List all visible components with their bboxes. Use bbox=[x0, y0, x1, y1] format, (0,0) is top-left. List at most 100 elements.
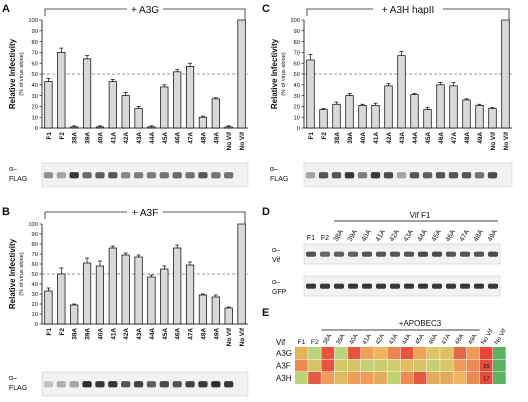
lane-label: 38A bbox=[333, 228, 345, 243]
bar bbox=[57, 52, 66, 129]
y-tick-label: 100 bbox=[28, 18, 38, 24]
x-tick-label: No Vif bbox=[226, 131, 233, 150]
blot-band bbox=[370, 172, 381, 179]
heatmap-cell bbox=[308, 359, 321, 372]
x-tick-label: 40A bbox=[97, 132, 104, 144]
heatmap-cell bbox=[479, 359, 493, 372]
y-tick-label: 70 bbox=[294, 51, 300, 57]
blot-band bbox=[474, 172, 485, 179]
blot-band bbox=[417, 251, 429, 257]
panel-d: D Vif F1 F1 F2 38A 39A 40A 41A 42A 43A 44A 45A 46A 47… bbox=[262, 206, 501, 297]
blot-band bbox=[185, 381, 195, 388]
heatmap-cell bbox=[347, 359, 361, 372]
y-tick-label: 50 bbox=[294, 72, 300, 78]
blot-band bbox=[389, 283, 401, 289]
heatmap-cell bbox=[466, 347, 480, 359]
blot-band bbox=[121, 172, 131, 179]
blot-band bbox=[431, 251, 443, 257]
heatmap-column-label: 45A bbox=[414, 332, 426, 346]
bar bbox=[108, 81, 117, 129]
lane-label: 43A bbox=[403, 228, 415, 243]
x-tick-label: 43A bbox=[136, 132, 143, 144]
blot-band bbox=[396, 172, 407, 179]
heatmap-column-label: 42A bbox=[374, 332, 386, 346]
bar bbox=[371, 104, 380, 129]
bar bbox=[198, 294, 208, 325]
blot-band bbox=[459, 251, 471, 257]
heatmap-cell bbox=[453, 359, 467, 372]
heatmap-column-label: 46A bbox=[427, 332, 439, 346]
bar bbox=[147, 276, 156, 325]
x-tick-label: 44A bbox=[149, 328, 156, 340]
x-tick-label: 49A bbox=[213, 328, 220, 340]
bar bbox=[57, 273, 66, 325]
western-blot bbox=[303, 275, 501, 297]
y-tick-label: 10 bbox=[294, 115, 300, 121]
panel-letter: A bbox=[2, 3, 10, 15]
x-tick-label: 41A bbox=[110, 328, 117, 340]
blot-band bbox=[305, 251, 317, 257]
x-tick-label: F1 bbox=[46, 132, 53, 140]
blot-band bbox=[431, 283, 443, 289]
blot-band bbox=[347, 251, 359, 257]
bar bbox=[211, 98, 220, 129]
vif-group-header: Vif F1 bbox=[410, 211, 431, 220]
bar bbox=[501, 19, 510, 129]
heatmap-cell bbox=[347, 347, 361, 359]
blot-antibody-prefix: α– bbox=[272, 279, 280, 286]
blot-band bbox=[375, 283, 387, 289]
blot-band bbox=[448, 172, 459, 179]
blot-band bbox=[224, 381, 234, 388]
heatmap-column-label: 48A bbox=[454, 332, 466, 346]
heatmap-column-label: 40A bbox=[348, 332, 360, 346]
blot-band bbox=[159, 172, 169, 179]
heatmap-row-title: Vif bbox=[276, 338, 286, 347]
blot-band bbox=[473, 283, 485, 289]
heatmap-cell bbox=[440, 347, 453, 359]
y-tick-label: 50 bbox=[32, 272, 38, 278]
bar bbox=[332, 103, 341, 129]
blot-band bbox=[121, 381, 131, 388]
heatmap-column-label: 38A bbox=[322, 332, 334, 346]
x-tick-label: 47A bbox=[188, 328, 195, 340]
y-tick-label: 80 bbox=[294, 40, 300, 46]
blot-band bbox=[95, 172, 105, 179]
lane-label: F1 bbox=[307, 235, 315, 242]
blot-band bbox=[319, 283, 331, 289]
blot-band bbox=[318, 172, 329, 179]
blot-band bbox=[198, 172, 208, 179]
x-tick-label: 49A bbox=[213, 132, 220, 144]
bar bbox=[95, 126, 105, 129]
y-tick-label: 40 bbox=[32, 282, 38, 288]
heatmap-cell bbox=[400, 372, 414, 384]
panel-c: C + A3H hapII 0 10 20 30 40 50 60 70 80 90 100 Relati… bbox=[262, 3, 513, 188]
bar bbox=[306, 59, 315, 129]
blot-band bbox=[146, 381, 157, 388]
heatmap-column-label: No Vif bbox=[493, 328, 508, 346]
blot-antibody-label: FLAG bbox=[9, 176, 27, 183]
heatmap-cell bbox=[321, 372, 335, 384]
blot-antibody-prefix: α– bbox=[9, 166, 17, 173]
heatmap-header: +APOBEC3 bbox=[399, 319, 442, 328]
x-tick-label: F2 bbox=[59, 328, 66, 336]
x-tick-label: F1 bbox=[46, 328, 53, 336]
heatmap-column-label: 39A bbox=[335, 332, 347, 346]
blot-band bbox=[224, 172, 234, 179]
heatmap-cell bbox=[493, 347, 506, 359]
bar bbox=[358, 104, 367, 129]
bar bbox=[319, 109, 328, 129]
blot-band bbox=[487, 283, 499, 289]
heatmap-cell bbox=[453, 347, 467, 359]
blot-band bbox=[459, 283, 471, 289]
x-tick-label: 40A bbox=[360, 132, 367, 144]
bar bbox=[121, 254, 130, 325]
heatmap-cell bbox=[374, 347, 387, 359]
heatmap-row-label: A3H bbox=[276, 374, 292, 383]
blot-band bbox=[43, 381, 54, 388]
blot-band bbox=[357, 172, 368, 179]
y-tick-label: 70 bbox=[32, 51, 38, 57]
blot-antibody-prefix: α– bbox=[9, 375, 17, 382]
lane-label: 39A bbox=[347, 228, 359, 243]
blot-antibody-prefix: α– bbox=[270, 166, 278, 173]
blot-band bbox=[333, 283, 345, 289]
